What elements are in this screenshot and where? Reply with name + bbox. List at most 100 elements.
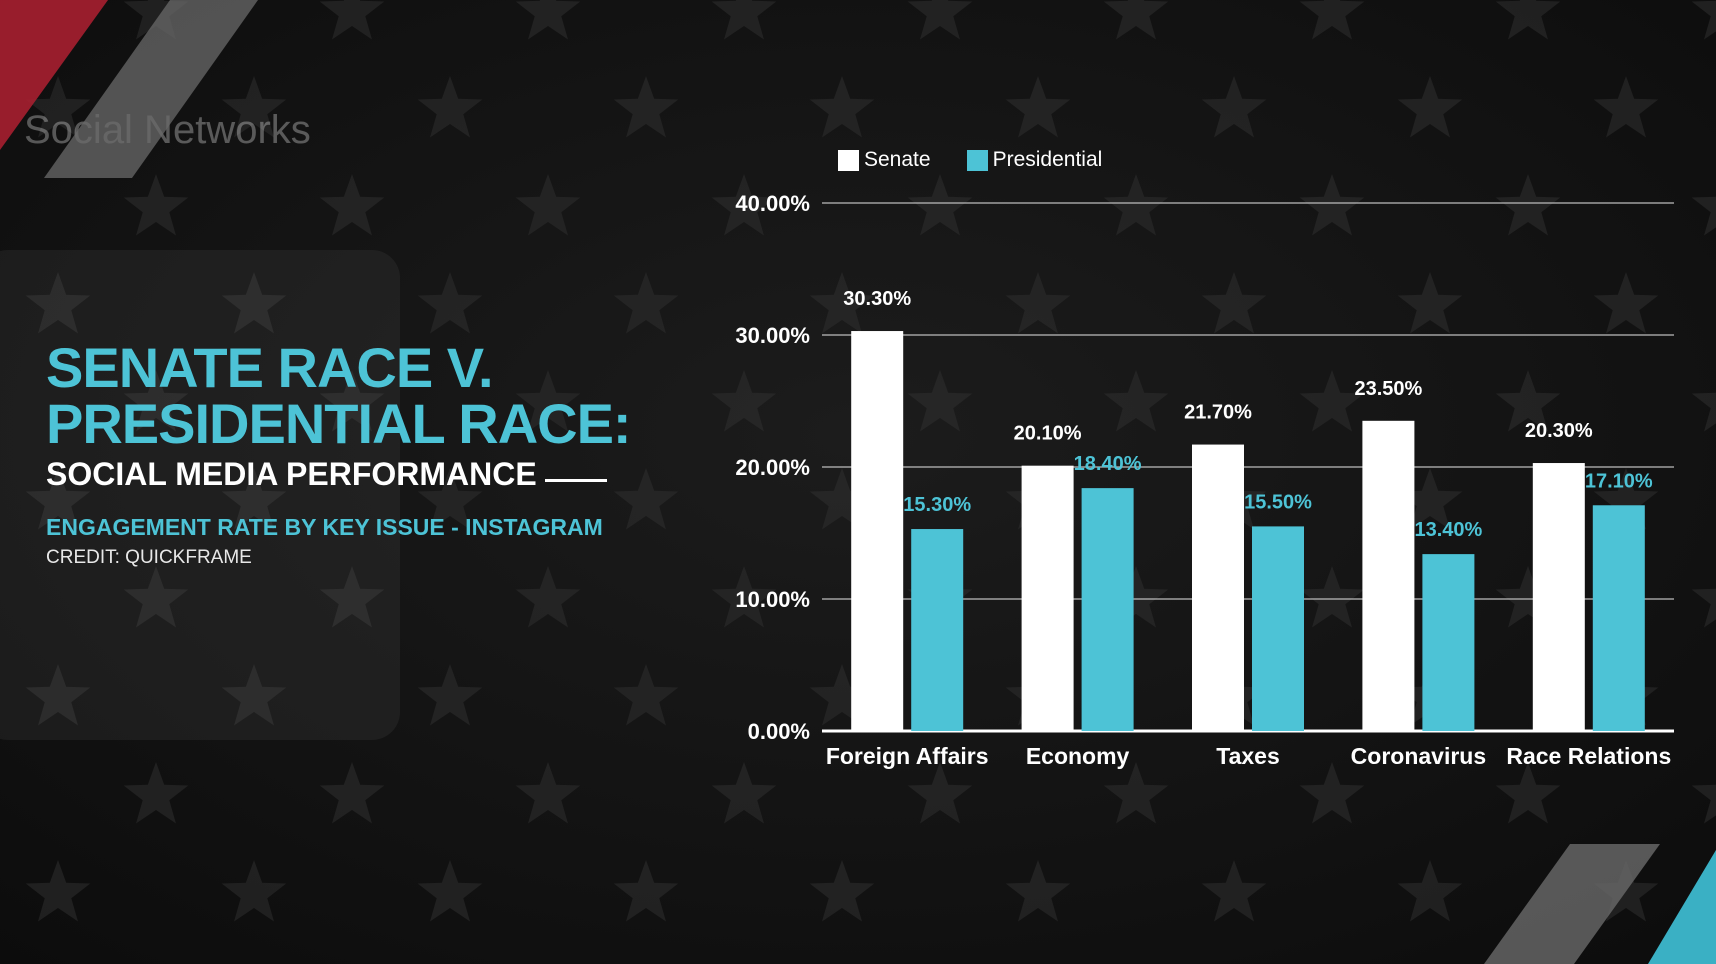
background-star <box>1005 272 1071 334</box>
red-stripe <box>0 0 108 150</box>
background-star <box>711 762 777 824</box>
background-star <box>123 370 189 432</box>
data-label-senate: 21.70% <box>1184 402 1252 424</box>
y-tick-label: 30.00% <box>735 323 810 348</box>
subtitle: SOCIAL MEDIA PERFORMANCE <box>46 456 686 492</box>
background-star <box>417 468 483 530</box>
x-category-label: Taxes <box>1216 743 1280 769</box>
data-label-senate: 20.30% <box>1525 420 1593 442</box>
background-star <box>319 174 385 236</box>
background-star <box>123 566 189 628</box>
background-star <box>25 664 91 726</box>
background-star <box>809 468 875 530</box>
background-star <box>1691 0 1716 40</box>
background-star <box>809 664 875 726</box>
data-label-presidential: 15.50% <box>1244 491 1312 513</box>
background-star <box>1299 0 1365 40</box>
legend-label-senate: Senate <box>864 148 931 171</box>
credit-text: CREDIT: QUICKFRAME <box>46 547 252 568</box>
data-label-presidential: 15.30% <box>903 494 971 516</box>
bar-senate <box>1362 420 1415 731</box>
background-star <box>711 566 777 628</box>
bar-presidential <box>1592 505 1645 731</box>
background-star <box>25 76 91 138</box>
teal-stripe <box>1648 850 1716 964</box>
y-tick-label: 20.00% <box>735 455 810 480</box>
background-star <box>1201 860 1267 922</box>
background-star <box>907 174 973 236</box>
background-star <box>1103 0 1169 40</box>
background-star <box>1397 76 1463 138</box>
background-star <box>1691 784 1716 824</box>
headline-line-1: SENATE RACE V. <box>46 336 494 399</box>
background-star <box>1495 0 1561 40</box>
background-star <box>1201 272 1267 334</box>
background-star <box>515 0 581 40</box>
bar-senate <box>851 331 904 731</box>
background-star <box>613 76 679 138</box>
background-star <box>25 860 91 922</box>
bar-senate <box>1532 463 1585 731</box>
data-label-senate: 23.50% <box>1354 378 1422 400</box>
background-star <box>319 0 385 40</box>
bar-senate <box>1192 444 1244 731</box>
background-star <box>319 762 385 824</box>
background-star <box>221 468 287 530</box>
data-label-senate: 30.30% <box>843 288 911 310</box>
x-category-label: Race Relations <box>1506 743 1671 769</box>
background-star <box>319 566 385 628</box>
background-star <box>1495 174 1561 236</box>
background-star <box>1103 566 1169 628</box>
background-star <box>25 272 91 334</box>
legend-label-presidential: Presidential <box>992 148 1103 171</box>
data-label-presidential: 18.40% <box>1074 453 1142 475</box>
legend-swatch-presidential <box>966 149 988 171</box>
phone-ghost <box>0 250 400 740</box>
x-category-label: Foreign Affairs <box>826 743 989 769</box>
x-category-label: Economy <box>1026 743 1130 769</box>
y-tick-label: 40.00% <box>735 191 810 216</box>
background-star <box>1495 762 1561 824</box>
bar-presidential <box>1252 526 1304 731</box>
background-star <box>1397 272 1463 334</box>
gray-stripe-top <box>44 0 258 178</box>
background-star <box>1691 392 1716 432</box>
background-star <box>123 762 189 824</box>
background-star <box>123 174 189 236</box>
title-block: SENATE RACE V. PRESIDENTIAL RACE: SOCIAL… <box>46 340 686 569</box>
background-star <box>907 762 973 824</box>
background-star <box>711 174 777 236</box>
background-star <box>711 370 777 432</box>
background-star <box>809 272 875 334</box>
background-star <box>221 664 287 726</box>
background-star <box>907 370 973 432</box>
background-star <box>1005 860 1071 922</box>
background-star <box>1103 174 1169 236</box>
metric-caption: ENGAGEMENT RATE BY KEY ISSUE - INSTAGRAM <box>46 514 603 540</box>
background-star <box>221 76 287 138</box>
bar-presidential <box>1422 554 1475 731</box>
background-star <box>1103 370 1169 432</box>
background-star <box>25 468 91 530</box>
background-star <box>417 860 483 922</box>
background-star <box>1593 468 1659 530</box>
data-label-presidential: 17.10% <box>1585 470 1653 492</box>
background-star <box>613 860 679 922</box>
background-star <box>711 0 777 40</box>
legend-item-senate: Senate <box>838 148 931 172</box>
background-star <box>613 664 679 726</box>
background-star <box>1397 860 1463 922</box>
chart-legend: Senate Presidential <box>838 148 1138 172</box>
background-star <box>1299 762 1365 824</box>
gray-stripe-bottom <box>1484 844 1660 964</box>
subtitle-rule <box>544 479 607 482</box>
background-star <box>1495 370 1561 432</box>
bar-presidential <box>911 529 964 731</box>
bar-presidential <box>1081 488 1134 731</box>
background-star <box>515 370 581 432</box>
bar-senate <box>1021 465 1074 731</box>
background-star <box>515 762 581 824</box>
background-star <box>515 566 581 628</box>
background-star <box>613 272 679 334</box>
